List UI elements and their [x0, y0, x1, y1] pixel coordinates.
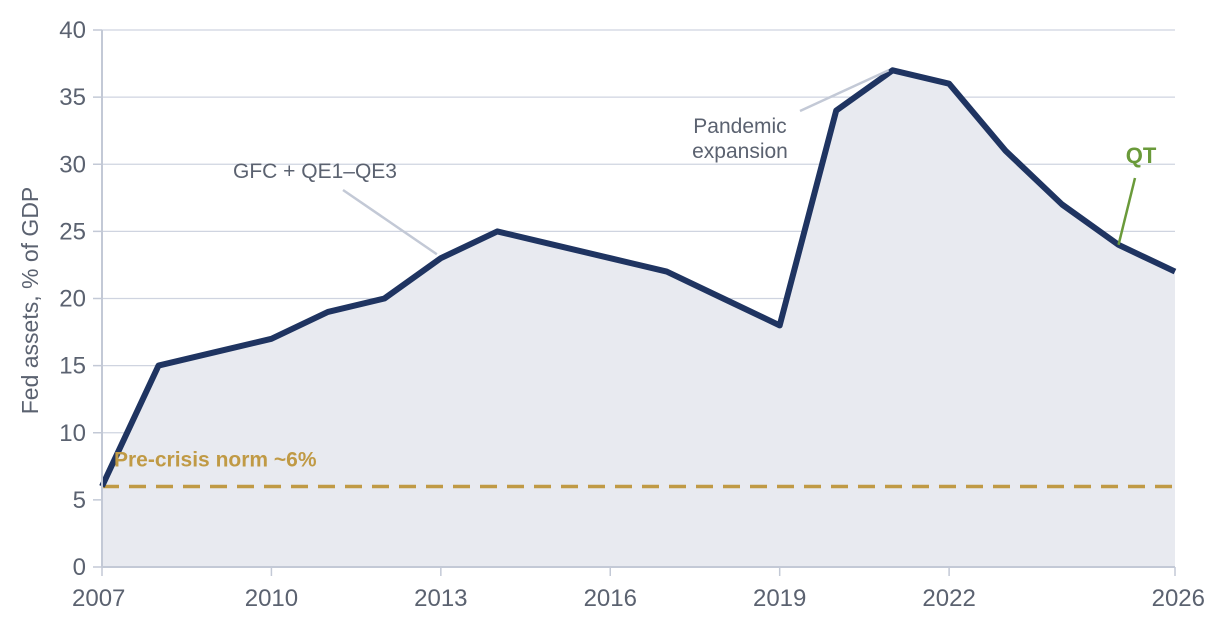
annotation-leader-1	[799, 69, 890, 113]
annotation-label-0: GFC + QE1–QE3	[233, 160, 397, 183]
annotation-label-1: Pandemic expansion	[692, 115, 788, 163]
x-tick-label-2007: 2007	[72, 585, 125, 612]
y-tick-label-20: 20	[59, 286, 86, 313]
annotation-line: GFC + QE1–QE3	[233, 160, 397, 183]
y-axis-title: Fed assets, % of GDP	[17, 187, 43, 415]
x-tick-label-2019: 2019	[753, 585, 806, 612]
x-tick-label-2016: 2016	[584, 585, 637, 612]
x-tick-labels: 2007 2010 2013 2016 2019 2022 2026	[72, 585, 1205, 612]
x-tick-label-2022: 2022	[922, 585, 975, 612]
y-tick-label-40: 40	[59, 17, 86, 44]
y-tick-label-25: 25	[59, 218, 86, 245]
annotation-leader-0	[342, 188, 438, 256]
area-fill	[102, 70, 1175, 568]
annotation-line: expansion	[692, 140, 788, 163]
x-tick-label-2013: 2013	[414, 585, 467, 612]
x-tick-label-2010: 2010	[245, 585, 298, 612]
y-tick-label-15: 15	[59, 353, 86, 380]
y-tick-label-30: 30	[59, 151, 86, 178]
annotation-leader-2	[1117, 177, 1137, 246]
annotation-line: QT	[1126, 143, 1157, 168]
y-tick-labels: 0 5 10 15 20 25 30 35 40	[59, 17, 86, 581]
x-tick-label-2026: 2026	[1152, 585, 1205, 612]
annotation-label-2: QT	[1126, 143, 1157, 168]
pre-crisis-norm-label: Pre-crisis norm ~6%	[114, 448, 317, 471]
series-line	[99, 67, 1177, 488]
y-tick-label-5: 5	[73, 487, 86, 514]
y-tick-label-0: 0	[73, 554, 86, 581]
annotation-line: Pandemic	[693, 115, 786, 138]
y-tick-label-10: 10	[59, 420, 86, 447]
annotations: GFC + QE1–QE3 Pandemic expansion QT	[233, 69, 1157, 256]
y-tick-label-35: 35	[59, 84, 86, 111]
axes	[93, 29, 1176, 576]
